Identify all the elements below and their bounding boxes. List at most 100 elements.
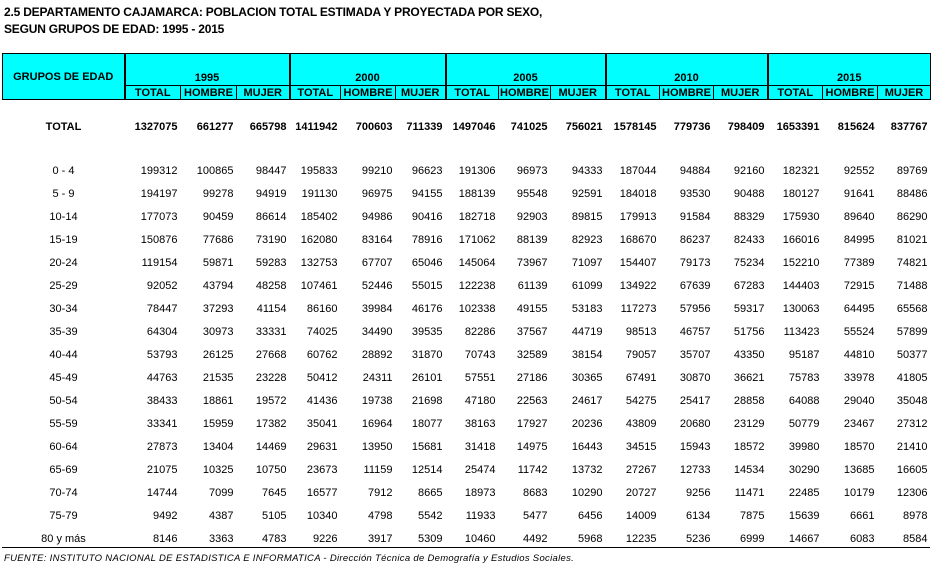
cell-2000-mujer: 94155 xyxy=(411,187,443,200)
year-header-2015: 2015 xyxy=(766,53,932,86)
cell-2010-total: 34515 xyxy=(625,440,657,453)
sub-header-mujer-2000: MUJER xyxy=(395,85,446,100)
cell-2010-mujer: 59317 xyxy=(733,302,765,315)
table-row: 75-79 9492 4387 5105 10340 4798 5542 11933 5477 6… xyxy=(3,504,931,527)
cell-2000-total: 1411942 xyxy=(295,120,338,133)
cell-2005-total: 47180 xyxy=(464,394,496,407)
cell-2000-hombre: 96975 xyxy=(361,187,393,200)
cell-2005-hombre: 61139 xyxy=(517,279,548,292)
sub-header-hombre-2005: HOMBRE xyxy=(498,85,551,100)
cell-2015-total: 95187 xyxy=(788,348,820,361)
cell-2015-hombre: 29040 xyxy=(843,394,875,407)
cell-2010-hombre: 6134 xyxy=(686,509,711,522)
cell-1995-hombre: 77686 xyxy=(202,233,234,246)
cell-2005-mujer: 10290 xyxy=(571,486,603,499)
cell-2010-total: 117273 xyxy=(620,302,657,315)
cell-2015-total: 144403 xyxy=(782,279,820,292)
cell-1995-total: 27873 xyxy=(146,440,178,453)
cell-2005-total: 18973 xyxy=(464,486,496,499)
cell-2010-mujer: 82433 xyxy=(733,233,765,246)
cell-2005-hombre: 96973 xyxy=(516,164,548,177)
cell-2000-mujer: 18077 xyxy=(411,417,443,430)
cell-2005-hombre: 741025 xyxy=(510,120,548,133)
cell-2005-total: 188139 xyxy=(458,187,496,200)
cell-2005-total: 1497046 xyxy=(452,120,496,133)
table-row: 0 - 4 199312 100865 98447 195833 99210 96623 19… xyxy=(3,159,931,182)
cell-2000-mujer: 5542 xyxy=(418,509,443,522)
cell-2005-mujer: 30365 xyxy=(571,371,603,384)
cell-2000-hombre: 3917 xyxy=(368,532,393,545)
age-group-label: 10-14 xyxy=(49,210,78,223)
sub-header-hombre-2010: HOMBRE xyxy=(659,85,714,100)
cell-2015-mujer: 50377 xyxy=(896,348,928,361)
cell-1995-total: 14744 xyxy=(146,486,178,499)
cell-2000-hombre: 28892 xyxy=(361,348,393,361)
year-header-2010: 2010 xyxy=(604,53,768,86)
cell-1995-mujer: 33331 xyxy=(255,325,287,338)
cell-2000-total: 35041 xyxy=(306,417,338,430)
cell-2015-hombre: 64495 xyxy=(843,302,875,315)
cell-1995-hombre: 3363 xyxy=(209,532,234,545)
cell-2005-hombre: 92903 xyxy=(516,210,548,223)
cell-2010-hombre: 12733 xyxy=(679,463,711,476)
sub-header-total-2005: TOTAL xyxy=(444,85,499,100)
cell-2000-hombre: 67707 xyxy=(361,256,393,269)
cell-2010-mujer: 11471 xyxy=(734,486,765,499)
cell-2000-total: 29631 xyxy=(306,440,338,453)
cell-1995-mujer: 59283 xyxy=(255,256,287,269)
cell-1995-mujer: 27668 xyxy=(255,348,287,361)
cell-2005-mujer: 13732 xyxy=(571,463,603,476)
year-header-2005: 2005 xyxy=(444,53,606,86)
cell-2015-total: 152210 xyxy=(782,256,820,269)
cell-2010-hombre: 86237 xyxy=(679,233,711,246)
cell-2015-total: 175930 xyxy=(782,210,820,223)
cell-2000-total: 132753 xyxy=(300,256,338,269)
cell-2000-total: 60762 xyxy=(306,348,338,361)
cell-2005-mujer: 24617 xyxy=(571,394,603,407)
cell-2010-hombre: 15943 xyxy=(679,440,711,453)
cell-1995-hombre: 37293 xyxy=(202,302,234,315)
sub-header-mujer-2015: MUJER xyxy=(876,85,932,100)
cell-2005-hombre: 11742 xyxy=(517,463,548,476)
sub-header-total-2010: TOTAL xyxy=(604,85,660,100)
age-group-label: 75-79 xyxy=(49,509,78,522)
cell-1995-total: 38433 xyxy=(146,394,178,407)
cell-2015-mujer: 81021 xyxy=(896,233,928,246)
cell-2015-total: 15639 xyxy=(788,509,820,522)
cell-2005-mujer: 82923 xyxy=(571,233,603,246)
cell-2005-mujer: 92591 xyxy=(571,187,603,200)
cell-2005-mujer: 94333 xyxy=(571,164,603,177)
cell-2010-mujer: 51756 xyxy=(733,325,765,338)
age-group-label: 25-29 xyxy=(49,279,78,292)
cell-2005-total: 57551 xyxy=(464,371,496,384)
cell-1995-mujer: 19572 xyxy=(255,394,287,407)
cell-2000-total: 162080 xyxy=(300,233,338,246)
total-row: TOTAL 1327075 661277 665798 1411942 700603 711… xyxy=(3,115,931,138)
cell-1995-total: 150876 xyxy=(140,233,178,246)
cell-2000-total: 9226 xyxy=(313,532,338,545)
cell-2005-hombre: 32589 xyxy=(516,348,548,361)
cell-2015-mujer: 8584 xyxy=(903,532,928,545)
cell-2010-hombre: 94884 xyxy=(679,164,711,177)
cell-2015-hombre: 44810 xyxy=(843,348,875,361)
cell-2005-hombre: 4492 xyxy=(523,532,548,545)
cell-2015-hombre: 84995 xyxy=(843,233,875,246)
age-group-label: TOTAL xyxy=(45,120,82,133)
cell-2015-mujer: 837767 xyxy=(890,120,928,133)
cell-2010-mujer: 14534 xyxy=(733,463,765,476)
cell-2005-total: 191306 xyxy=(458,164,496,177)
cell-2015-total: 50779 xyxy=(788,417,820,430)
cell-2010-total: 79057 xyxy=(625,348,657,361)
cell-1995-mujer: 23228 xyxy=(255,371,287,384)
group-header: GRUPOS DE EDAD xyxy=(2,53,125,100)
cell-2010-total: 187044 xyxy=(619,164,657,177)
cell-1995-hombre: 10325 xyxy=(202,463,234,476)
cell-2015-hombre: 92552 xyxy=(843,164,875,177)
cell-1995-hombre: 30973 xyxy=(202,325,234,338)
cell-2015-hombre: 91641 xyxy=(843,187,875,200)
sub-header-total-1995: TOTAL xyxy=(123,85,181,100)
cell-2005-hombre: 22563 xyxy=(516,394,548,407)
cell-2015-hombre: 18570 xyxy=(843,440,875,453)
cell-2010-total: 98513 xyxy=(625,325,657,338)
cell-1995-total: 64304 xyxy=(146,325,178,338)
